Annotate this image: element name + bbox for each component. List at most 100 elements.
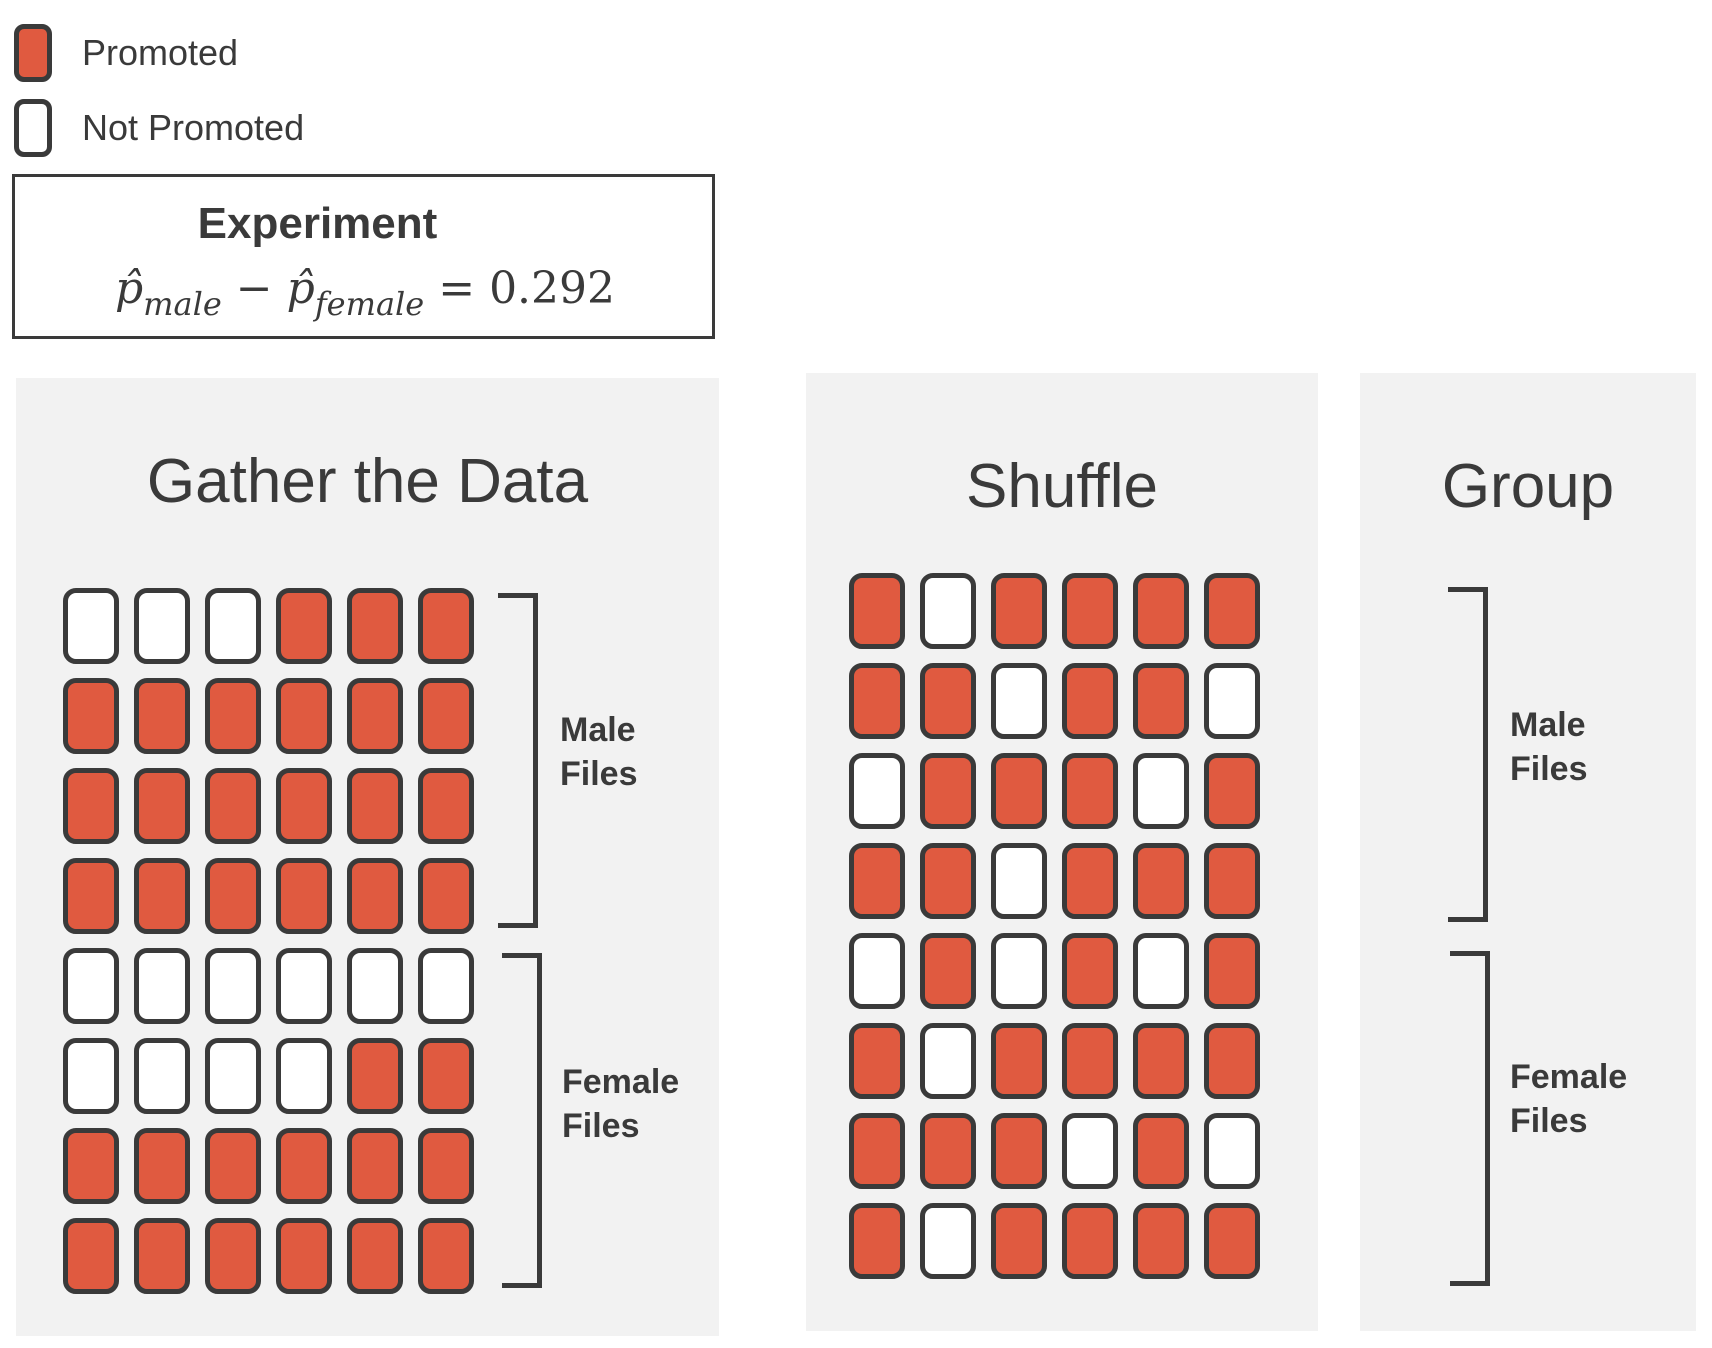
promoted-tile bbox=[920, 933, 976, 1009]
promoted-tile bbox=[418, 768, 474, 844]
promoted-tile bbox=[418, 678, 474, 754]
group-panel: Group Male Files Female Files bbox=[1360, 373, 1696, 1331]
difference-value: 0.292 bbox=[489, 263, 616, 314]
promoted-tile bbox=[1133, 663, 1189, 739]
group-male-label-line2: Files bbox=[1510, 750, 1588, 788]
promoted-tile bbox=[1204, 1023, 1260, 1099]
promoted-tile bbox=[991, 1113, 1047, 1189]
promoted-tile bbox=[134, 1218, 190, 1294]
promoted-tile bbox=[276, 1128, 332, 1204]
promoted-tile bbox=[63, 768, 119, 844]
promoted-tile bbox=[205, 768, 261, 844]
promoted-tile bbox=[1133, 843, 1189, 919]
gather-title: Gather the Data bbox=[146, 447, 589, 516]
not-promoted-tile bbox=[991, 663, 1047, 739]
female-subscript: female bbox=[314, 285, 425, 323]
promoted-tile bbox=[1062, 933, 1118, 1009]
promoted-tile bbox=[63, 858, 119, 934]
not-promoted-tile bbox=[205, 588, 261, 664]
promoted-tile bbox=[849, 573, 905, 649]
experiment-title: Experiment bbox=[197, 199, 438, 248]
not-promoted-tile bbox=[276, 948, 332, 1024]
not-promoted-tile bbox=[1204, 1113, 1260, 1189]
not-promoted-tile bbox=[134, 1038, 190, 1114]
promoted-tile bbox=[1062, 1023, 1118, 1099]
promoted-tile bbox=[1062, 663, 1118, 739]
minus-sign: − bbox=[235, 263, 273, 314]
gather-male-label-line2: Files bbox=[560, 755, 638, 793]
shuffle-title: Shuffle bbox=[966, 452, 1158, 521]
legend-not-promoted: Not Promoted bbox=[14, 99, 304, 157]
promoted-tile bbox=[134, 678, 190, 754]
promoted-tile bbox=[1204, 753, 1260, 829]
not-promoted-tile bbox=[849, 753, 905, 829]
promoted-tile bbox=[1133, 1203, 1189, 1279]
promoted-tile bbox=[991, 1023, 1047, 1099]
promoted-tile bbox=[276, 678, 332, 754]
male-files-bracket bbox=[498, 593, 538, 928]
group-male-label-line1: Male bbox=[1510, 706, 1586, 744]
promoted-tile bbox=[347, 678, 403, 754]
promoted-tile bbox=[347, 1128, 403, 1204]
group-female-label: Female Files bbox=[1510, 1055, 1627, 1143]
promoted-tile bbox=[1062, 753, 1118, 829]
promoted-tile bbox=[920, 843, 976, 919]
promoted-tile bbox=[991, 1203, 1047, 1279]
promoted-tile bbox=[63, 678, 119, 754]
promoted-tile bbox=[1133, 573, 1189, 649]
promoted-tile bbox=[920, 1113, 976, 1189]
promoted-tile bbox=[418, 1038, 474, 1114]
not-promoted-tile bbox=[134, 588, 190, 664]
promoted-tile bbox=[418, 858, 474, 934]
group-female-bracket bbox=[1450, 951, 1490, 1286]
group-male-bracket bbox=[1448, 587, 1488, 922]
promoted-tile bbox=[1062, 843, 1118, 919]
experiment-formula: p̂male − p̂female = 0.292 bbox=[115, 263, 615, 323]
shuffle-panel: Shuffle bbox=[806, 373, 1318, 1331]
promoted-tile bbox=[849, 1113, 905, 1189]
promoted-tile bbox=[991, 573, 1047, 649]
not-promoted-tile bbox=[1133, 753, 1189, 829]
group-male-label: Male Files bbox=[1510, 703, 1587, 791]
not-promoted-tile bbox=[63, 948, 119, 1024]
promoted-tile bbox=[1133, 1023, 1189, 1099]
not-promoted-tile bbox=[205, 1038, 261, 1114]
gather-female-label-line2: Files bbox=[562, 1107, 640, 1145]
male-subscript: male bbox=[143, 285, 222, 323]
experiment-box: Experiment p̂male − p̂female = 0.292 bbox=[12, 174, 715, 339]
promoted-tile bbox=[1204, 843, 1260, 919]
not-promoted-tile bbox=[63, 1038, 119, 1114]
gather-female-label-line1: Female bbox=[562, 1063, 680, 1101]
promoted-tile bbox=[920, 753, 976, 829]
promoted-tile bbox=[418, 588, 474, 664]
promoted-tile bbox=[920, 663, 976, 739]
promoted-tile bbox=[1062, 573, 1118, 649]
p-hat-female: p̂ bbox=[286, 263, 315, 314]
not-promoted-tile bbox=[1204, 663, 1260, 739]
legend-promoted-label: Promoted bbox=[82, 32, 239, 73]
not-promoted-tile bbox=[63, 588, 119, 664]
promoted-tile bbox=[347, 1218, 403, 1294]
not-promoted-tile bbox=[991, 933, 1047, 1009]
promoted-tile bbox=[205, 678, 261, 754]
promoted-tile bbox=[347, 588, 403, 664]
not-promoted-tile bbox=[920, 1023, 976, 1099]
promoted-tile bbox=[1062, 1203, 1118, 1279]
not-promoted-swatch bbox=[14, 99, 52, 157]
promoted-tile bbox=[418, 1128, 474, 1204]
promoted-tile bbox=[134, 1128, 190, 1204]
legend-promoted: Promoted bbox=[14, 24, 238, 82]
promoted-swatch bbox=[14, 24, 52, 82]
promoted-tile bbox=[849, 1203, 905, 1279]
not-promoted-tile bbox=[1133, 933, 1189, 1009]
promoted-tile bbox=[418, 1218, 474, 1294]
promoted-tile bbox=[1204, 573, 1260, 649]
promoted-tile bbox=[849, 663, 905, 739]
promoted-tile bbox=[276, 858, 332, 934]
promoted-tile bbox=[276, 768, 332, 844]
promoted-tile bbox=[63, 1218, 119, 1294]
promoted-tile bbox=[205, 1128, 261, 1204]
gather-panel: Gather the Data Male Files Female Files bbox=[16, 378, 719, 1336]
promoted-tile bbox=[347, 858, 403, 934]
female-files-bracket bbox=[502, 953, 542, 1288]
